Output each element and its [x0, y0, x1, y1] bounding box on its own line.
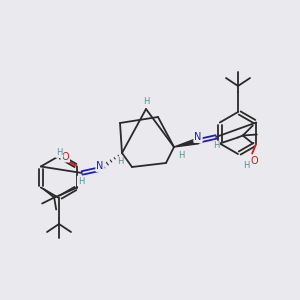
- Text: H: H: [78, 176, 84, 185]
- Text: H: H: [178, 151, 184, 160]
- Text: H: H: [56, 148, 62, 157]
- Text: O: O: [250, 157, 258, 166]
- Text: H: H: [117, 158, 123, 166]
- Polygon shape: [174, 138, 199, 147]
- Text: H: H: [143, 97, 149, 106]
- Text: N: N: [96, 161, 104, 171]
- Text: H: H: [213, 142, 219, 151]
- Text: O: O: [61, 152, 69, 161]
- Text: N: N: [194, 132, 202, 142]
- Text: H: H: [243, 161, 249, 170]
